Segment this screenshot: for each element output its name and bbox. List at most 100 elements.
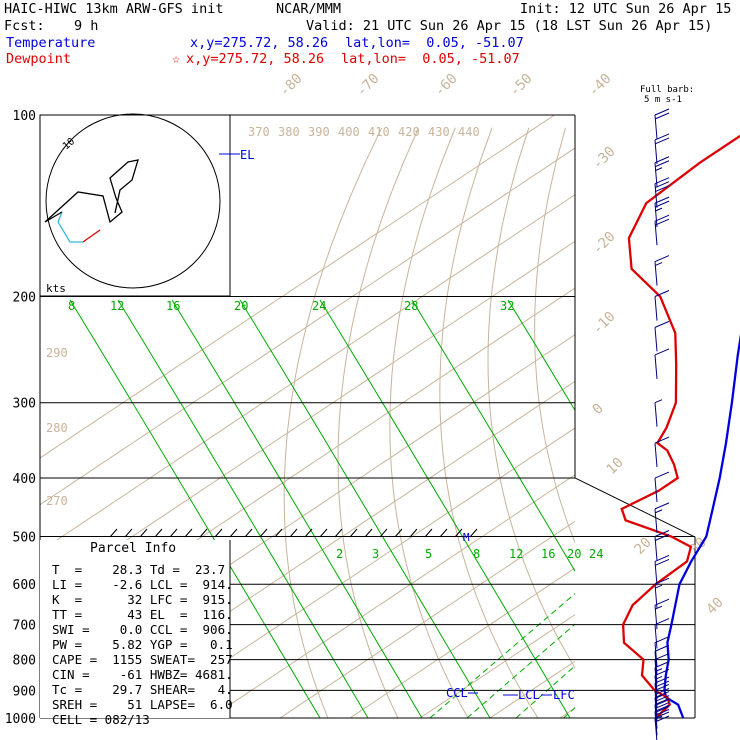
wind-barb-flag <box>654 108 670 116</box>
hatch-mark <box>124 528 133 538</box>
parcel-row: SWI = 0.0 CCL = 906. <box>52 622 233 637</box>
profiles: EL M CCL LCL LFC <box>219 134 740 719</box>
barb-key-units: 5 m s-1 <box>644 95 682 105</box>
wind-barb-half <box>654 262 663 267</box>
wind-barb-flag <box>654 577 670 585</box>
hatch-mark <box>244 528 253 538</box>
moist-adiabat-line <box>171 299 423 718</box>
wind-barb-flag <box>654 699 670 707</box>
wind-barb <box>654 156 670 187</box>
parcel-row: K = 32 LFC = 915. <box>52 592 233 607</box>
moist-adiabat-label: 12 <box>110 299 124 313</box>
pressure-tick-label: 100 <box>13 109 36 124</box>
wind-barb <box>654 214 670 246</box>
hodograph-units: kts <box>46 282 66 295</box>
moist-adiabat-label: 28 <box>404 299 418 313</box>
hatch-mark <box>349 528 358 538</box>
wind-barb-flag <box>654 160 670 168</box>
wind-barb-flag <box>654 502 670 510</box>
forecast-hour: 9 h <box>74 18 99 34</box>
moist-adiabat-label: 24 <box>312 299 326 313</box>
moist-adiabat-label: 16 <box>166 299 180 313</box>
theta-label: 380 <box>278 125 300 139</box>
wind-barb-flag <box>654 687 670 695</box>
hatch-mark <box>364 528 373 538</box>
lfc-label: LFC <box>553 688 575 702</box>
hatch-mark <box>154 528 163 538</box>
theta-label: 290 <box>46 346 68 360</box>
hodograph-ring <box>45 113 221 289</box>
wind-barb-flag <box>654 137 670 145</box>
wind-barb <box>654 502 670 533</box>
dry-adiabat-line <box>707 128 740 731</box>
moist-adiabat-line <box>69 299 321 718</box>
wind-barb <box>654 108 670 140</box>
hatch-mark <box>379 528 388 538</box>
wind-barb <box>654 598 670 630</box>
temperature-latlon: lat,lon= 0.05, -51.07 <box>345 35 524 51</box>
mixing-ratio-label: 12 <box>509 547 523 561</box>
wind-barb-flag <box>654 598 670 606</box>
isotherm-line <box>700 115 740 718</box>
mixing-ratio-label: 16 <box>541 547 555 561</box>
wind-barb-staff <box>654 443 658 468</box>
hatch-mark <box>259 528 268 538</box>
isotherm-label: -70 <box>354 71 383 100</box>
moist-adiabat-line <box>507 299 575 412</box>
pressure-tick-label: 300 <box>13 397 36 412</box>
wind-barb-staff <box>654 651 658 676</box>
wind-barb-half <box>654 399 663 404</box>
hodograph-trace-low <box>82 229 101 243</box>
isotherm-line <box>489 660 575 718</box>
wind-barb <box>654 348 670 379</box>
wind-barb-flag <box>654 636 670 644</box>
mixing-ratio-label: 8 <box>473 547 480 561</box>
theta-label: 280 <box>46 421 68 435</box>
wind-barb-staff <box>654 327 658 352</box>
wind-barb-flag <box>654 680 670 688</box>
dry-adiabat-line <box>337 127 420 718</box>
wind-barb <box>654 471 670 503</box>
moist-adiabat-line <box>239 299 491 718</box>
hatch-mark <box>424 528 433 538</box>
wind-barb-flag <box>654 683 670 691</box>
parcel-row: LI = -2.6 LCL = 914. <box>52 577 233 592</box>
wind-barb <box>654 636 670 667</box>
wind-barb-flag <box>654 436 670 444</box>
hatch-mark <box>454 528 463 538</box>
wind-barb-flag <box>654 698 670 706</box>
pressure-tick-label: 900 <box>13 684 36 699</box>
wind-barb-half <box>654 605 663 610</box>
dewpoint-legend: Dewpoint <box>6 51 72 67</box>
wind-barb <box>654 530 670 561</box>
hatch-mark <box>139 528 148 538</box>
isotherm-label: 20 <box>632 535 655 558</box>
wind-barb-staff <box>654 478 658 503</box>
parcel-row: PW = 5.82 YGP = 0.1 <box>52 637 233 652</box>
isotherm-label: -20 <box>590 229 619 258</box>
isotherm-label: 40 <box>704 595 727 618</box>
wind-barb-flag <box>654 691 670 699</box>
wind-barb-flag <box>654 290 670 297</box>
pressure-tick-label: 400 <box>13 472 36 487</box>
wind-barb-flag <box>654 534 670 541</box>
valid-time: Valid: 21 UTC Sun 26 Apr 15 (18 LST Sun … <box>306 18 713 34</box>
wind-barb-flag <box>654 112 670 120</box>
wind-barb-flag <box>654 653 670 661</box>
m-label: M <box>463 531 470 544</box>
dewpoint-marker-icon: ☆ <box>172 51 181 67</box>
wind-barb-flag <box>654 706 670 714</box>
dry-adiabat-line <box>283 127 383 718</box>
wind-barb-staff <box>654 659 658 684</box>
isotherm-line <box>209 474 575 718</box>
wind-barb <box>654 290 670 321</box>
wind-barb-flag <box>654 177 670 185</box>
wind-barb-flag <box>654 530 670 537</box>
moist-adiabat-label: 8 <box>68 299 75 313</box>
right-axis <box>574 115 696 718</box>
wind-barb <box>654 683 670 715</box>
wind-barb-half <box>654 167 663 172</box>
parcel-row: Tc = 29.7 SHEAR= 4. <box>52 682 233 697</box>
pressure-tick-label: 800 <box>13 654 36 669</box>
hatch-mark <box>274 528 283 538</box>
